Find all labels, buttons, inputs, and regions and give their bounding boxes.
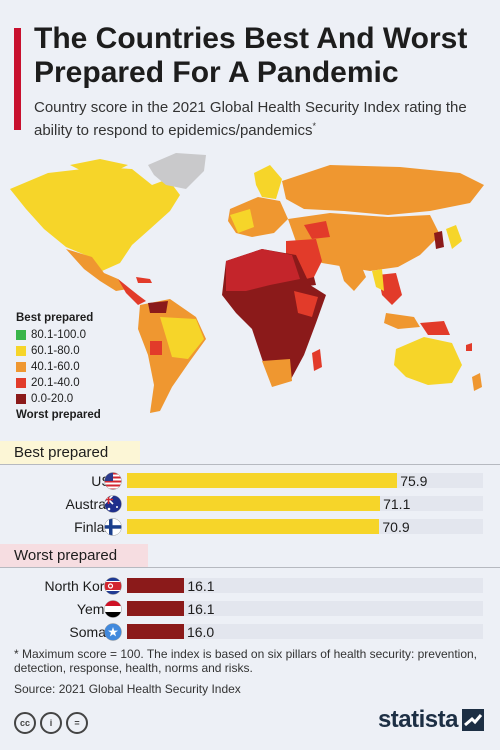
map-north-africa	[226, 249, 300, 291]
legend-item-label: 80.1-100.0	[31, 329, 86, 341]
legend-item: 60.1-80.0	[16, 343, 101, 359]
chart-title: The Countries Best And Worst Prepared Fo…	[34, 22, 468, 89]
bar-row: USA75.9	[0, 470, 500, 492]
bar-track	[127, 624, 483, 639]
map-caribbean	[136, 277, 152, 283]
legend-item: 20.1-40.0	[16, 375, 101, 391]
legend-swatch	[16, 346, 26, 356]
map-north-america	[10, 167, 180, 271]
map-korea	[434, 231, 444, 249]
score-bar	[127, 473, 398, 488]
map-indonesia	[384, 313, 420, 329]
map-south-africa	[262, 359, 292, 387]
legend-item-label: 0.0-20.0	[31, 393, 74, 405]
bar-row: Somalia 16.0	[0, 621, 500, 643]
score-value: 16.0	[186, 624, 215, 640]
map-australia	[394, 337, 462, 385]
map-japan	[446, 225, 462, 249]
bar-track	[127, 601, 483, 616]
country-label: North Korea	[44, 578, 120, 594]
map-russia	[282, 165, 484, 215]
map-new-guinea	[420, 321, 450, 335]
yemen-flag-icon	[104, 600, 122, 618]
map-southeast-asia	[378, 273, 402, 305]
map-central-asia	[304, 221, 330, 239]
score-value: 75.9	[400, 473, 428, 489]
legend-swatch	[16, 362, 26, 372]
license-icons: cc i =	[14, 712, 92, 734]
score-bar	[127, 624, 184, 639]
bar-track	[127, 578, 483, 593]
legend-item-label: 40.1-60.0	[31, 361, 80, 373]
map-legend: Best prepared 80.1-100.0 60.1-80.0 40.1-…	[16, 312, 101, 421]
footnote: * Maximum score = 100. The index is base…	[14, 647, 478, 675]
score-bar	[127, 519, 380, 534]
chart-subtitle: Country score in the 2021 Global Health …	[34, 98, 484, 140]
footnote-marker: *	[312, 121, 316, 131]
map-venezuela	[148, 301, 168, 313]
score-value: 71.1	[383, 496, 411, 512]
map-brazil	[160, 317, 204, 359]
bar-row: Finland 70.9	[0, 516, 500, 538]
map-new-zealand	[472, 373, 482, 391]
legend-item: 80.1-100.0	[16, 327, 101, 343]
score-value: 16.1	[187, 601, 215, 617]
world-map	[10, 153, 484, 413]
worst-prepared-header: Worst prepared	[0, 544, 148, 568]
finland-flag-icon	[104, 518, 122, 536]
score-value: 70.9	[382, 519, 410, 535]
australia-flag-icon	[104, 495, 122, 513]
legend-item-label: 60.1-80.0	[31, 345, 80, 357]
usa-flag-icon	[104, 472, 122, 490]
legend-swatch	[16, 378, 26, 388]
brand-name: statista	[377, 706, 459, 733]
legend-best-label: Best prepared	[16, 312, 94, 324]
map-bolivia	[150, 341, 162, 355]
bar-row: Yemen 16.1	[0, 598, 500, 620]
north-korea-flag-icon	[104, 577, 122, 595]
map-western-europe	[230, 209, 254, 233]
title-accent-bar	[14, 28, 21, 130]
score-bar	[127, 601, 185, 616]
legend-item: 0.0-20.0	[16, 391, 101, 407]
worst-section-divider	[0, 567, 500, 568]
statista-logo-icon	[462, 709, 484, 731]
subtitle-text: Country score in the 2021 Global Health …	[34, 99, 467, 139]
legend-item-label: 20.1-40.0	[31, 377, 80, 389]
map-central-america	[118, 279, 146, 305]
map-pacific-islands	[466, 343, 472, 351]
map-madagascar	[312, 349, 322, 371]
source-note: Source: 2021 Global Health Security Inde…	[14, 682, 241, 696]
best-section-divider	[0, 464, 500, 465]
score-bar	[127, 496, 381, 511]
best-prepared-header: Best prepared	[0, 441, 140, 465]
bar-row: North Korea 16.1	[0, 575, 500, 597]
legend-worst-label: Worst prepared	[16, 409, 101, 421]
map-canada-arctic	[70, 159, 128, 173]
legend-swatch	[16, 330, 26, 340]
nd-icon[interactable]: =	[66, 712, 88, 734]
cc-icon[interactable]: cc	[14, 712, 36, 734]
map-south-asia	[336, 253, 366, 291]
map-greenland	[148, 153, 206, 189]
legend-item: 40.1-60.0	[16, 359, 101, 375]
score-bar	[127, 578, 185, 593]
map-thailand	[372, 269, 384, 291]
score-value: 16.1	[187, 578, 215, 594]
legend-swatch	[16, 394, 26, 404]
map-scandinavia	[254, 165, 282, 199]
map-east-africa	[294, 291, 318, 317]
bar-row: Australia 71.1	[0, 493, 500, 515]
somalia-flag-icon	[104, 623, 122, 641]
by-icon[interactable]: i	[40, 712, 62, 734]
statista-logo[interactable]: statista	[378, 706, 484, 734]
map-mexico	[66, 249, 128, 291]
